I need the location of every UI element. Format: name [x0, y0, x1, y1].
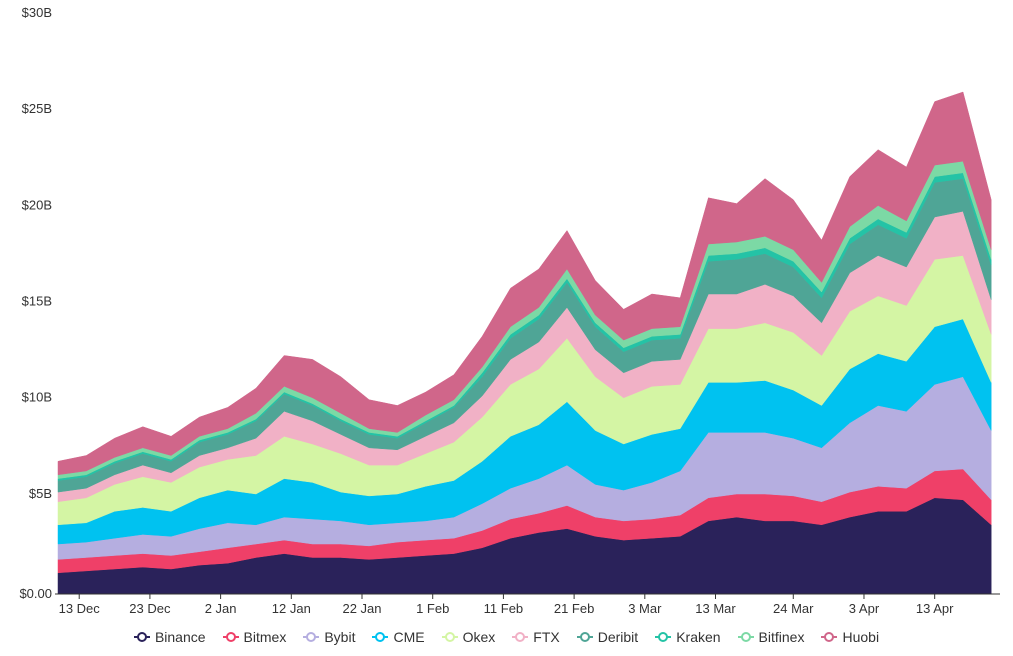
legend-item-bitfinex[interactable]: Bitfinex — [737, 629, 805, 645]
x-axis: 13 Dec 23 Dec 2 Jan 12 Jan 22 Jan 1 Feb 11 Feb… — [59, 594, 954, 616]
x-tick-label: 13 Dec — [59, 601, 101, 616]
area-huobi — [57, 91, 992, 476]
legend-marker-icon — [303, 632, 320, 642]
y-tick-label: $25B — [22, 101, 52, 116]
legend-marker-icon — [441, 632, 458, 642]
legend-item-kraken[interactable]: Kraken — [655, 629, 721, 645]
x-tick-label: 24 Mar — [773, 601, 814, 616]
legend-item-cme[interactable]: CME — [372, 629, 425, 645]
legend-item-ftx[interactable]: FTX — [512, 629, 560, 645]
legend-item-okex[interactable]: Okex — [441, 629, 496, 645]
legend-label: Bybit — [324, 629, 356, 645]
y-tick-label: $30B — [22, 5, 52, 20]
legend-item-bybit[interactable]: Bybit — [303, 629, 355, 645]
legend-label: CME — [393, 629, 425, 645]
x-tick-label: 12 Jan — [272, 601, 311, 616]
legend-marker-icon — [655, 632, 672, 642]
x-tick-label: 3 Apr — [849, 601, 880, 616]
x-tick-label: 22 Jan — [342, 601, 381, 616]
x-tick-label: 3 Mar — [628, 601, 662, 616]
legend-label: Huobi — [842, 629, 880, 645]
legend-marker-icon — [133, 632, 150, 642]
legend-marker-icon — [512, 632, 529, 642]
y-tick-label: $20B — [22, 197, 52, 212]
x-tick-label: 23 Dec — [129, 601, 171, 616]
legend-label: Bitmex — [243, 629, 287, 645]
x-tick-label: 13 Apr — [916, 601, 954, 616]
legend-label: Kraken — [676, 629, 721, 645]
legend-marker-icon — [222, 632, 239, 642]
y-tick-label: $0.00 — [19, 586, 52, 601]
legend-label: Okex — [462, 629, 496, 645]
legend-label: Bitfinex — [758, 629, 805, 645]
y-axis: $0.00 $5B $10B $15B $20B $25B $30B — [19, 5, 52, 601]
legend-label: Binance — [154, 629, 206, 645]
legend-marker-icon — [821, 632, 838, 642]
legend-item-deribit[interactable]: Deribit — [576, 629, 639, 645]
y-tick-label: $10B — [22, 390, 52, 405]
x-tick-label: 21 Feb — [554, 601, 594, 616]
x-tick-label: 1 Feb — [416, 601, 449, 616]
legend-marker-icon — [372, 632, 389, 642]
legend-marker-icon — [576, 632, 593, 642]
area-series — [57, 91, 992, 595]
legend-item-binance[interactable]: Binance — [133, 629, 206, 645]
y-tick-label: $5B — [29, 486, 52, 501]
legend-label: FTX — [533, 629, 560, 645]
y-tick-label: $15B — [22, 294, 52, 309]
legend-item-bitmex[interactable]: Bitmex — [222, 629, 287, 645]
x-tick-label: 2 Jan — [205, 601, 237, 616]
legend: Binance Bitmex Bybit CME Okex FTX Deribit Krake… — [0, 629, 1013, 645]
x-tick-label: 11 Feb — [484, 601, 524, 616]
x-tick-label: 13 Mar — [695, 601, 736, 616]
legend-label: Deribit — [597, 629, 639, 645]
legend-item-huobi[interactable]: Huobi — [821, 629, 879, 645]
legend-marker-icon — [737, 632, 754, 642]
